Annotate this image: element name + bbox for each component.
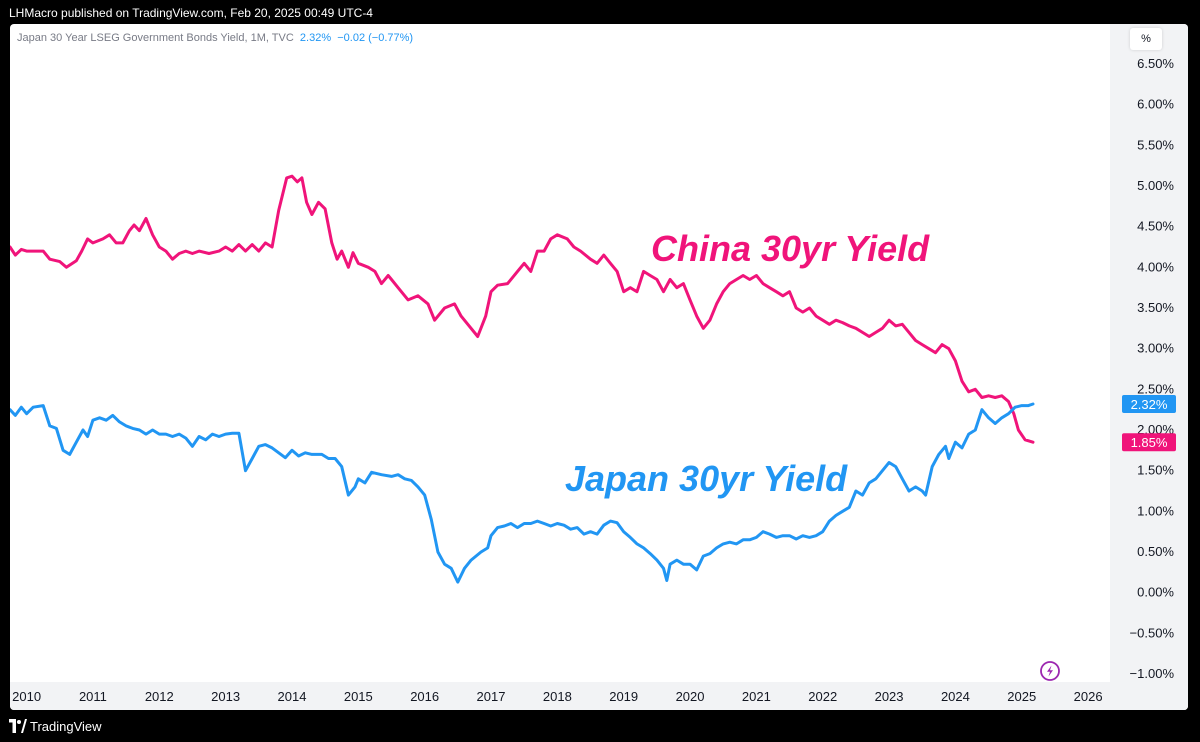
chart[interactable]: 6.50% 6.00% 5.50% 5.00% 4.50% 4.00% 3.50% 3.00%… — [10, 24, 1188, 710]
y-tick-label: 0.00% — [1137, 585, 1174, 600]
last-value-text-china: 1.85% — [1131, 435, 1168, 450]
x-tick-label: 2012 — [145, 689, 174, 704]
tradingview-logo-icon — [9, 719, 27, 733]
x-tick-label: 2017 — [477, 689, 506, 704]
x-tick-label: 2021 — [742, 689, 771, 704]
unit-button[interactable]: % — [1130, 28, 1162, 50]
y-tick-label: 2.50% — [1137, 381, 1174, 396]
y-tick-label: 3.50% — [1137, 300, 1174, 315]
legend-change: −0.02 (−0.77%) — [337, 32, 414, 44]
y-tick-label: 4.00% — [1137, 259, 1174, 274]
series-line-china[interactable] — [10, 174, 1035, 444]
x-axis-background — [10, 682, 1188, 710]
last-value-labels: 2.32% 1.85% — [1122, 394, 1176, 452]
publisher-text: LHMacro published on TradingView.com, Fe… — [9, 6, 373, 20]
header-bar: LHMacro published on TradingView.com, Fe… — [0, 0, 1200, 24]
x-tick-label: 2019 — [609, 689, 638, 704]
x-tick-label: 2014 — [278, 689, 307, 704]
x-axis: 2010 2011 2012 2013 2014 2015 2016 2017 2018 2019… — [12, 689, 1102, 704]
y-tick-label: 6.00% — [1137, 97, 1174, 112]
footer-bar: TradingView — [0, 710, 1200, 742]
y-tick-label: 1.50% — [1137, 463, 1174, 478]
y-tick-label: 3.00% — [1137, 341, 1174, 356]
last-value-text-japan: 2.32% — [1131, 397, 1168, 412]
x-tick-label: 2016 — [410, 689, 439, 704]
x-tick-label: 2013 — [211, 689, 240, 704]
y-tick-label: −0.50% — [1130, 625, 1175, 640]
x-tick-label: 2025 — [1007, 689, 1036, 704]
x-tick-label: 2010 — [12, 689, 41, 704]
legend-value: 2.32% — [299, 32, 332, 44]
x-tick-label: 2020 — [676, 689, 705, 704]
legend: Japan 30 Year LSEG Government Bonds Yiel… — [17, 32, 413, 44]
x-tick-label: 2018 — [543, 689, 572, 704]
x-tick-label: 2022 — [808, 689, 837, 704]
legend-label: Japan 30 Year LSEG Government Bonds Yiel… — [17, 32, 294, 44]
x-tick-label: 2026 — [1074, 689, 1103, 704]
y-tick-label: 5.00% — [1137, 178, 1174, 193]
last-value-badge-japan — [1122, 394, 1176, 413]
y-tick-label: 5.50% — [1137, 137, 1174, 152]
x-tick-label: 2015 — [344, 689, 373, 704]
annotation-japan: Japan 30yr Yield — [565, 458, 848, 499]
lightning-bolt-icon[interactable] — [1040, 661, 1060, 681]
y-axis: 6.50% 6.00% 5.50% 5.00% 4.50% 4.00% 3.50% 3.00%… — [1130, 56, 1175, 681]
chart-frame[interactable]: 6.50% 6.00% 5.50% 5.00% 4.50% 4.00% 3.50% 3.00%… — [10, 24, 1188, 710]
annotation-china: China 30yr Yield — [651, 228, 930, 269]
y-tick-label: 1.00% — [1137, 503, 1174, 518]
x-tick-label: 2011 — [79, 689, 107, 704]
x-tick-label: 2023 — [875, 689, 904, 704]
last-value-badge-china — [1122, 433, 1176, 452]
brand-name: TradingView — [30, 719, 102, 734]
y-tick-label: −1.00% — [1130, 666, 1175, 681]
y-axis-background — [1110, 24, 1188, 710]
y-tick-label: 4.50% — [1137, 219, 1174, 234]
y-tick-label: 6.50% — [1137, 56, 1174, 71]
series-line-japan[interactable] — [10, 402, 1035, 584]
x-tick-label: 2024 — [941, 689, 970, 704]
y-tick-label: 0.50% — [1137, 544, 1174, 559]
unit-label: % — [1141, 33, 1151, 45]
